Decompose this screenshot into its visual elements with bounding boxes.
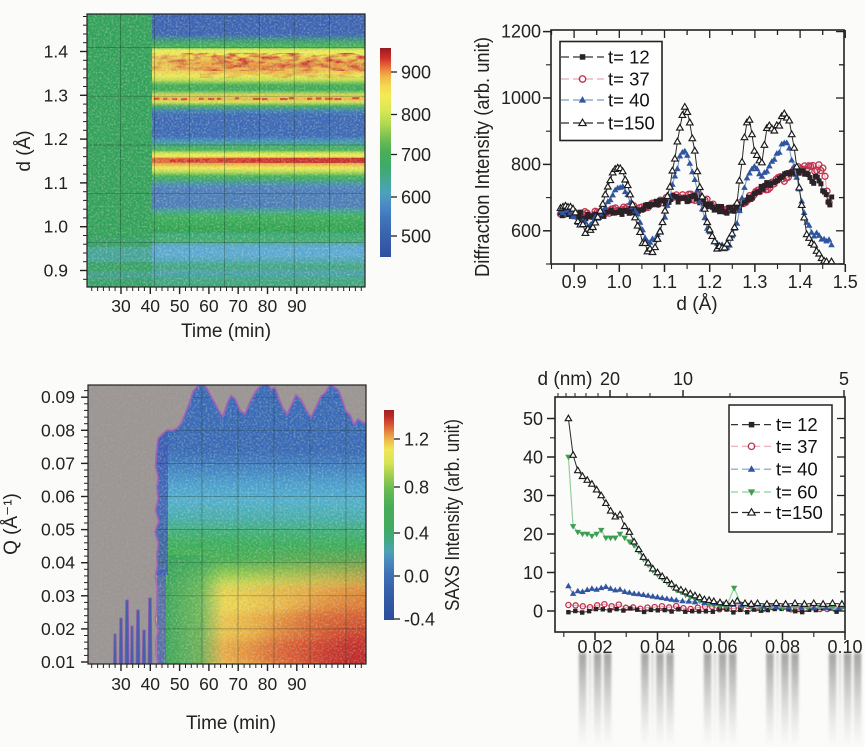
svg-text:50: 50 (170, 296, 190, 316)
svg-text:1.5: 1.5 (833, 272, 858, 292)
svg-text:1.1: 1.1 (44, 173, 68, 193)
svg-text:50: 50 (523, 409, 543, 429)
svg-text:-0.4: -0.4 (404, 610, 435, 630)
svg-text:t=150: t=150 (608, 113, 655, 134)
svg-text:0.04: 0.04 (41, 553, 75, 573)
svg-text:0.02: 0.02 (577, 637, 612, 657)
svg-text:60: 60 (199, 296, 219, 316)
svg-text:0.09: 0.09 (41, 387, 75, 407)
svg-text:0.0: 0.0 (404, 567, 429, 587)
svg-text:1.4: 1.4 (788, 272, 813, 292)
svg-text:30: 30 (111, 674, 131, 694)
svg-text:10: 10 (673, 369, 693, 389)
svg-text:40: 40 (141, 296, 161, 316)
svg-text:1.2: 1.2 (697, 272, 722, 292)
svg-text:0.4: 0.4 (404, 524, 429, 544)
svg-text:1200: 1200 (501, 22, 541, 42)
svg-text:0: 0 (533, 602, 543, 622)
svg-text:20: 20 (523, 525, 543, 545)
svg-text:1.0: 1.0 (44, 217, 69, 237)
svg-text:0.06: 0.06 (41, 487, 75, 507)
svg-text:90: 90 (287, 296, 307, 316)
svg-text:t= 12: t= 12 (608, 47, 650, 68)
svg-text:t= 40: t= 40 (776, 459, 818, 480)
svg-text:1.2: 1.2 (404, 430, 429, 450)
svg-text:d (nm): d (nm) (538, 369, 593, 390)
svg-text:40: 40 (141, 674, 161, 694)
svg-text:80: 80 (258, 296, 278, 316)
svg-text:50: 50 (170, 674, 190, 694)
svg-text:t= 40: t= 40 (608, 90, 650, 111)
svg-text:0.03: 0.03 (41, 586, 75, 606)
svg-text:1.3: 1.3 (742, 272, 767, 292)
svg-text:800: 800 (401, 105, 431, 125)
svg-text:Time (min): Time (min) (181, 321, 271, 342)
svg-text:0.10: 0.10 (827, 637, 862, 657)
svg-text:5: 5 (839, 369, 849, 389)
svg-text:0.05: 0.05 (41, 520, 75, 540)
svg-text:800: 800 (511, 154, 541, 174)
svg-text:1000: 1000 (501, 88, 541, 108)
svg-text:t= 37: t= 37 (776, 436, 818, 457)
svg-text:10: 10 (523, 563, 543, 583)
svg-text:t= 37: t= 37 (608, 69, 650, 90)
svg-text:0.01: 0.01 (41, 652, 75, 672)
svg-text:90: 90 (287, 674, 307, 694)
svg-text:0.06: 0.06 (702, 637, 737, 657)
svg-text:0.9: 0.9 (44, 261, 68, 281)
svg-text:t=150: t=150 (776, 502, 823, 523)
svg-text:900: 900 (401, 63, 431, 83)
svg-text:0.02: 0.02 (41, 619, 75, 639)
svg-text:0.9: 0.9 (562, 272, 587, 292)
svg-text:70: 70 (228, 296, 248, 316)
svg-text:30: 30 (523, 486, 543, 506)
svg-text:0.08: 0.08 (41, 420, 75, 440)
svg-text:t= 12: t= 12 (776, 414, 818, 435)
svg-text:0.04: 0.04 (640, 637, 675, 657)
svg-text:500: 500 (401, 227, 431, 247)
svg-text:SAXS Intensity (arb. unit): SAXS Intensity (arb. unit) (442, 419, 464, 611)
svg-text:700: 700 (401, 145, 431, 165)
svg-text:0.07: 0.07 (41, 453, 75, 473)
svg-text:1.4: 1.4 (44, 42, 69, 62)
svg-text:40: 40 (523, 448, 543, 468)
svg-text:1.0: 1.0 (607, 272, 632, 292)
svg-text:1.3: 1.3 (44, 85, 68, 105)
svg-text:Time (min): Time (min) (186, 713, 276, 734)
svg-text:d (Å): d (Å) (14, 130, 35, 171)
svg-text:70: 70 (228, 674, 248, 694)
svg-text:20: 20 (600, 369, 620, 389)
svg-text:0.08: 0.08 (765, 637, 800, 657)
svg-text:60: 60 (199, 674, 219, 694)
svg-text:600: 600 (511, 221, 541, 241)
svg-text:d (Å): d (Å) (676, 294, 717, 315)
svg-text:30: 30 (111, 296, 131, 316)
svg-text:0.8: 0.8 (404, 478, 429, 498)
svg-text:1.2: 1.2 (44, 129, 68, 149)
svg-text:Diffraction Intensity (arb. un: Diffraction Intensity (arb. unit) (472, 37, 494, 277)
svg-text:Q (Å⁻¹): Q (Å⁻¹) (1, 493, 22, 555)
svg-text:600: 600 (401, 188, 431, 208)
svg-text:t= 60: t= 60 (776, 482, 818, 503)
svg-text:1.1: 1.1 (652, 272, 677, 292)
svg-text:80: 80 (258, 674, 278, 694)
